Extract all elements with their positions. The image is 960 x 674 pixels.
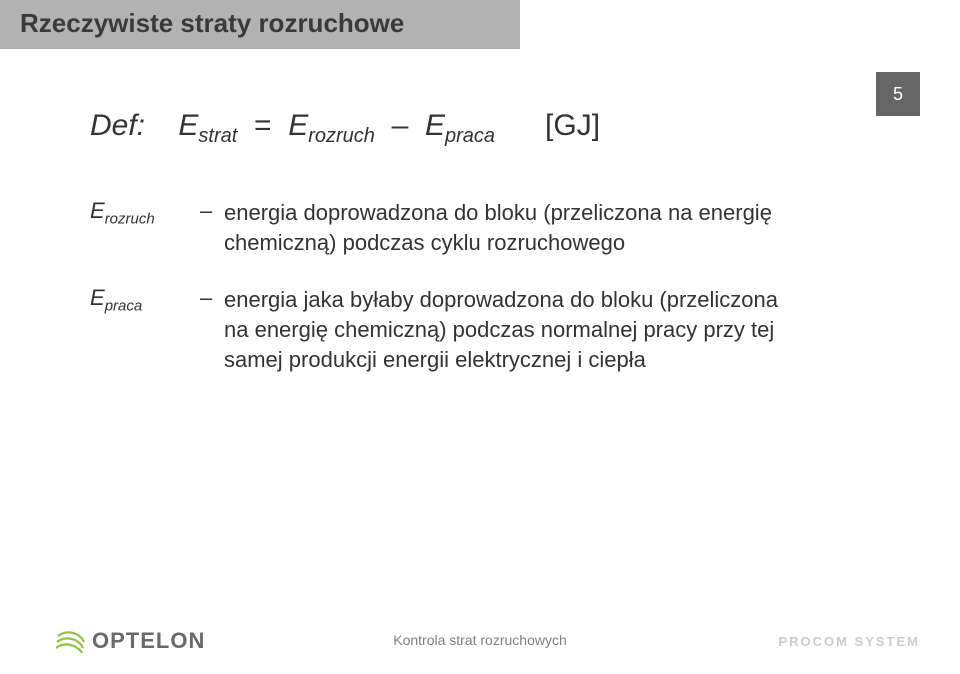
term-dash: – <box>200 198 224 224</box>
header-bar: Rzeczywiste straty rozruchowe <box>0 0 520 49</box>
optelon-brand-text: OPTELON <box>92 628 205 654</box>
def-r2-sub: praca <box>445 125 495 147</box>
page-title: Rzeczywiste straty rozruchowe <box>20 8 500 39</box>
term-var: E <box>90 285 105 310</box>
term-sub: praca <box>105 298 143 315</box>
footer-caption: Kontrola strat rozruchowych <box>393 632 567 648</box>
content-area: Def: Estrat = Erozruch – Epraca [GJ] Ero… <box>0 49 960 374</box>
term-desc: energia jaka byłaby doprowadzona do blok… <box>224 285 804 374</box>
term-symbol: Epraca <box>90 285 200 314</box>
term-var: E <box>90 198 105 223</box>
def-label: Def: <box>90 109 145 142</box>
def-r1-sub: rozruch <box>308 125 375 147</box>
definition-formula: Def: Estrat = Erozruch – Epraca [GJ] <box>90 109 870 148</box>
def-unit: [GJ] <box>545 109 600 142</box>
term-symbol: Erozruch <box>90 198 200 227</box>
term-row: Epraca – energia jaka byłaby doprowadzon… <box>90 285 870 374</box>
def-lhs-sub: strat <box>198 125 237 147</box>
def-eq: = <box>254 109 272 142</box>
def-r1-var: E <box>288 109 308 142</box>
term-desc: energia doprowadzona do bloku (przeliczo… <box>224 198 804 257</box>
procom-brand-text: PROCOM SYSTEM <box>778 634 920 649</box>
term-row: Erozruch – energia doprowadzona do bloku… <box>90 198 870 257</box>
page-number: 5 <box>876 72 920 116</box>
optelon-icon <box>56 628 86 654</box>
def-lhs-var: E <box>178 109 198 142</box>
term-dash: – <box>200 285 224 311</box>
def-r2-var: E <box>425 109 445 142</box>
def-minus: – <box>392 109 409 142</box>
optelon-logo: OPTELON <box>56 628 205 654</box>
term-sub: rozruch <box>105 210 155 227</box>
